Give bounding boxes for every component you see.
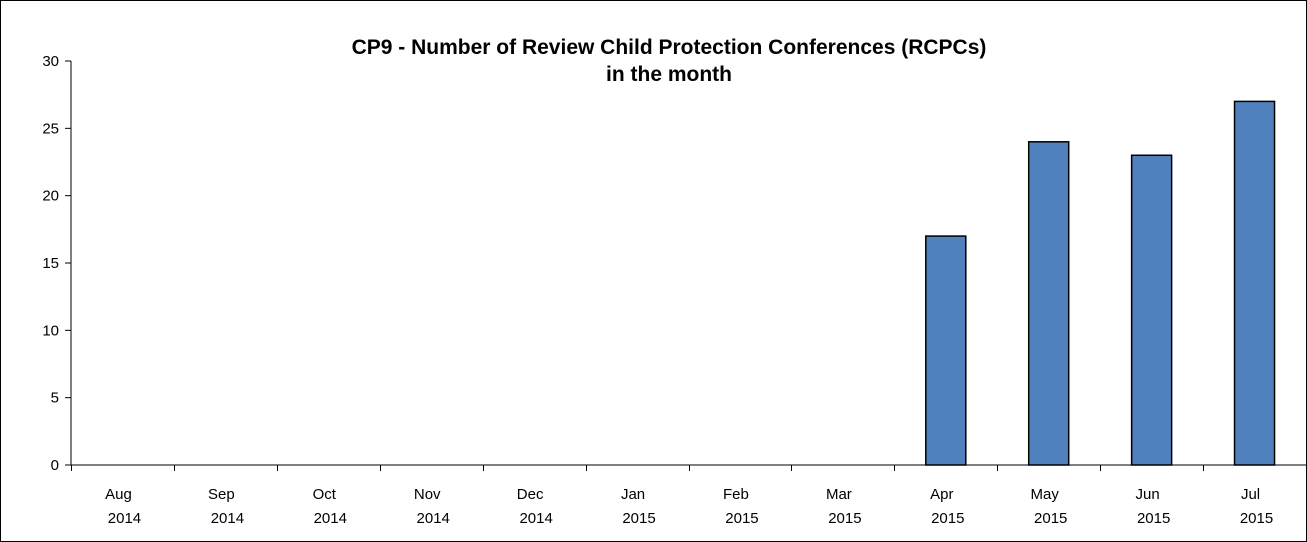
x-tick-label-year: 2014 <box>417 510 450 527</box>
x-tick-label-month: Aug <box>105 486 132 503</box>
x-tick-label-month: Jan <box>621 486 645 503</box>
x-tick-label-year: 2015 <box>622 510 655 527</box>
x-tick-label-year: 2015 <box>725 510 758 527</box>
y-tick-label: 5 <box>51 390 59 407</box>
bar-jun-2015 <box>1130 154 1173 466</box>
chart-title: CP9 - Number of Review Child Protection … <box>352 36 987 59</box>
y-tick-label: 30 <box>42 53 59 70</box>
y-tick-label: 0 <box>51 457 59 474</box>
x-tick-label-year: 2015 <box>1137 510 1170 527</box>
x-tick-label-month: Jun <box>1136 486 1160 503</box>
x-tick-label-year: 2015 <box>1034 510 1067 527</box>
x-tick-label-year: 2015 <box>1240 510 1273 527</box>
y-tick-label: 25 <box>42 120 59 137</box>
y-tick-label: 20 <box>42 188 59 205</box>
x-tick-label-year: 2015 <box>931 510 964 527</box>
y-tick-label: 15 <box>42 255 59 272</box>
x-tick-label-month: Jul <box>1241 486 1260 503</box>
x-tick-label-month: May <box>1031 486 1060 503</box>
x-tick-label-month: Nov <box>414 486 441 503</box>
x-tick-label-year: 2015 <box>828 510 861 527</box>
x-tick-label-month: Oct <box>313 486 337 503</box>
y-tick-label: 10 <box>42 322 59 339</box>
bar-jul-2015 <box>1233 100 1276 466</box>
x-tick-label-month: Feb <box>723 486 749 503</box>
bar-apr-2015 <box>925 235 967 466</box>
x-tick-label-year: 2014 <box>519 510 552 527</box>
x-tick-label-month: Mar <box>826 486 852 503</box>
x-tick-label-year: 2014 <box>108 510 141 527</box>
x-tick-label-year: 2014 <box>314 510 347 527</box>
chart-subtitle: in the month <box>606 63 732 86</box>
x-tick-label-year: 2014 <box>211 510 244 527</box>
bar-may-2015 <box>1027 141 1070 466</box>
x-tick-label-month: Sep <box>208 486 235 503</box>
x-tick-label-month: Apr <box>930 486 953 503</box>
x-tick-label-month: Dec <box>517 486 544 503</box>
